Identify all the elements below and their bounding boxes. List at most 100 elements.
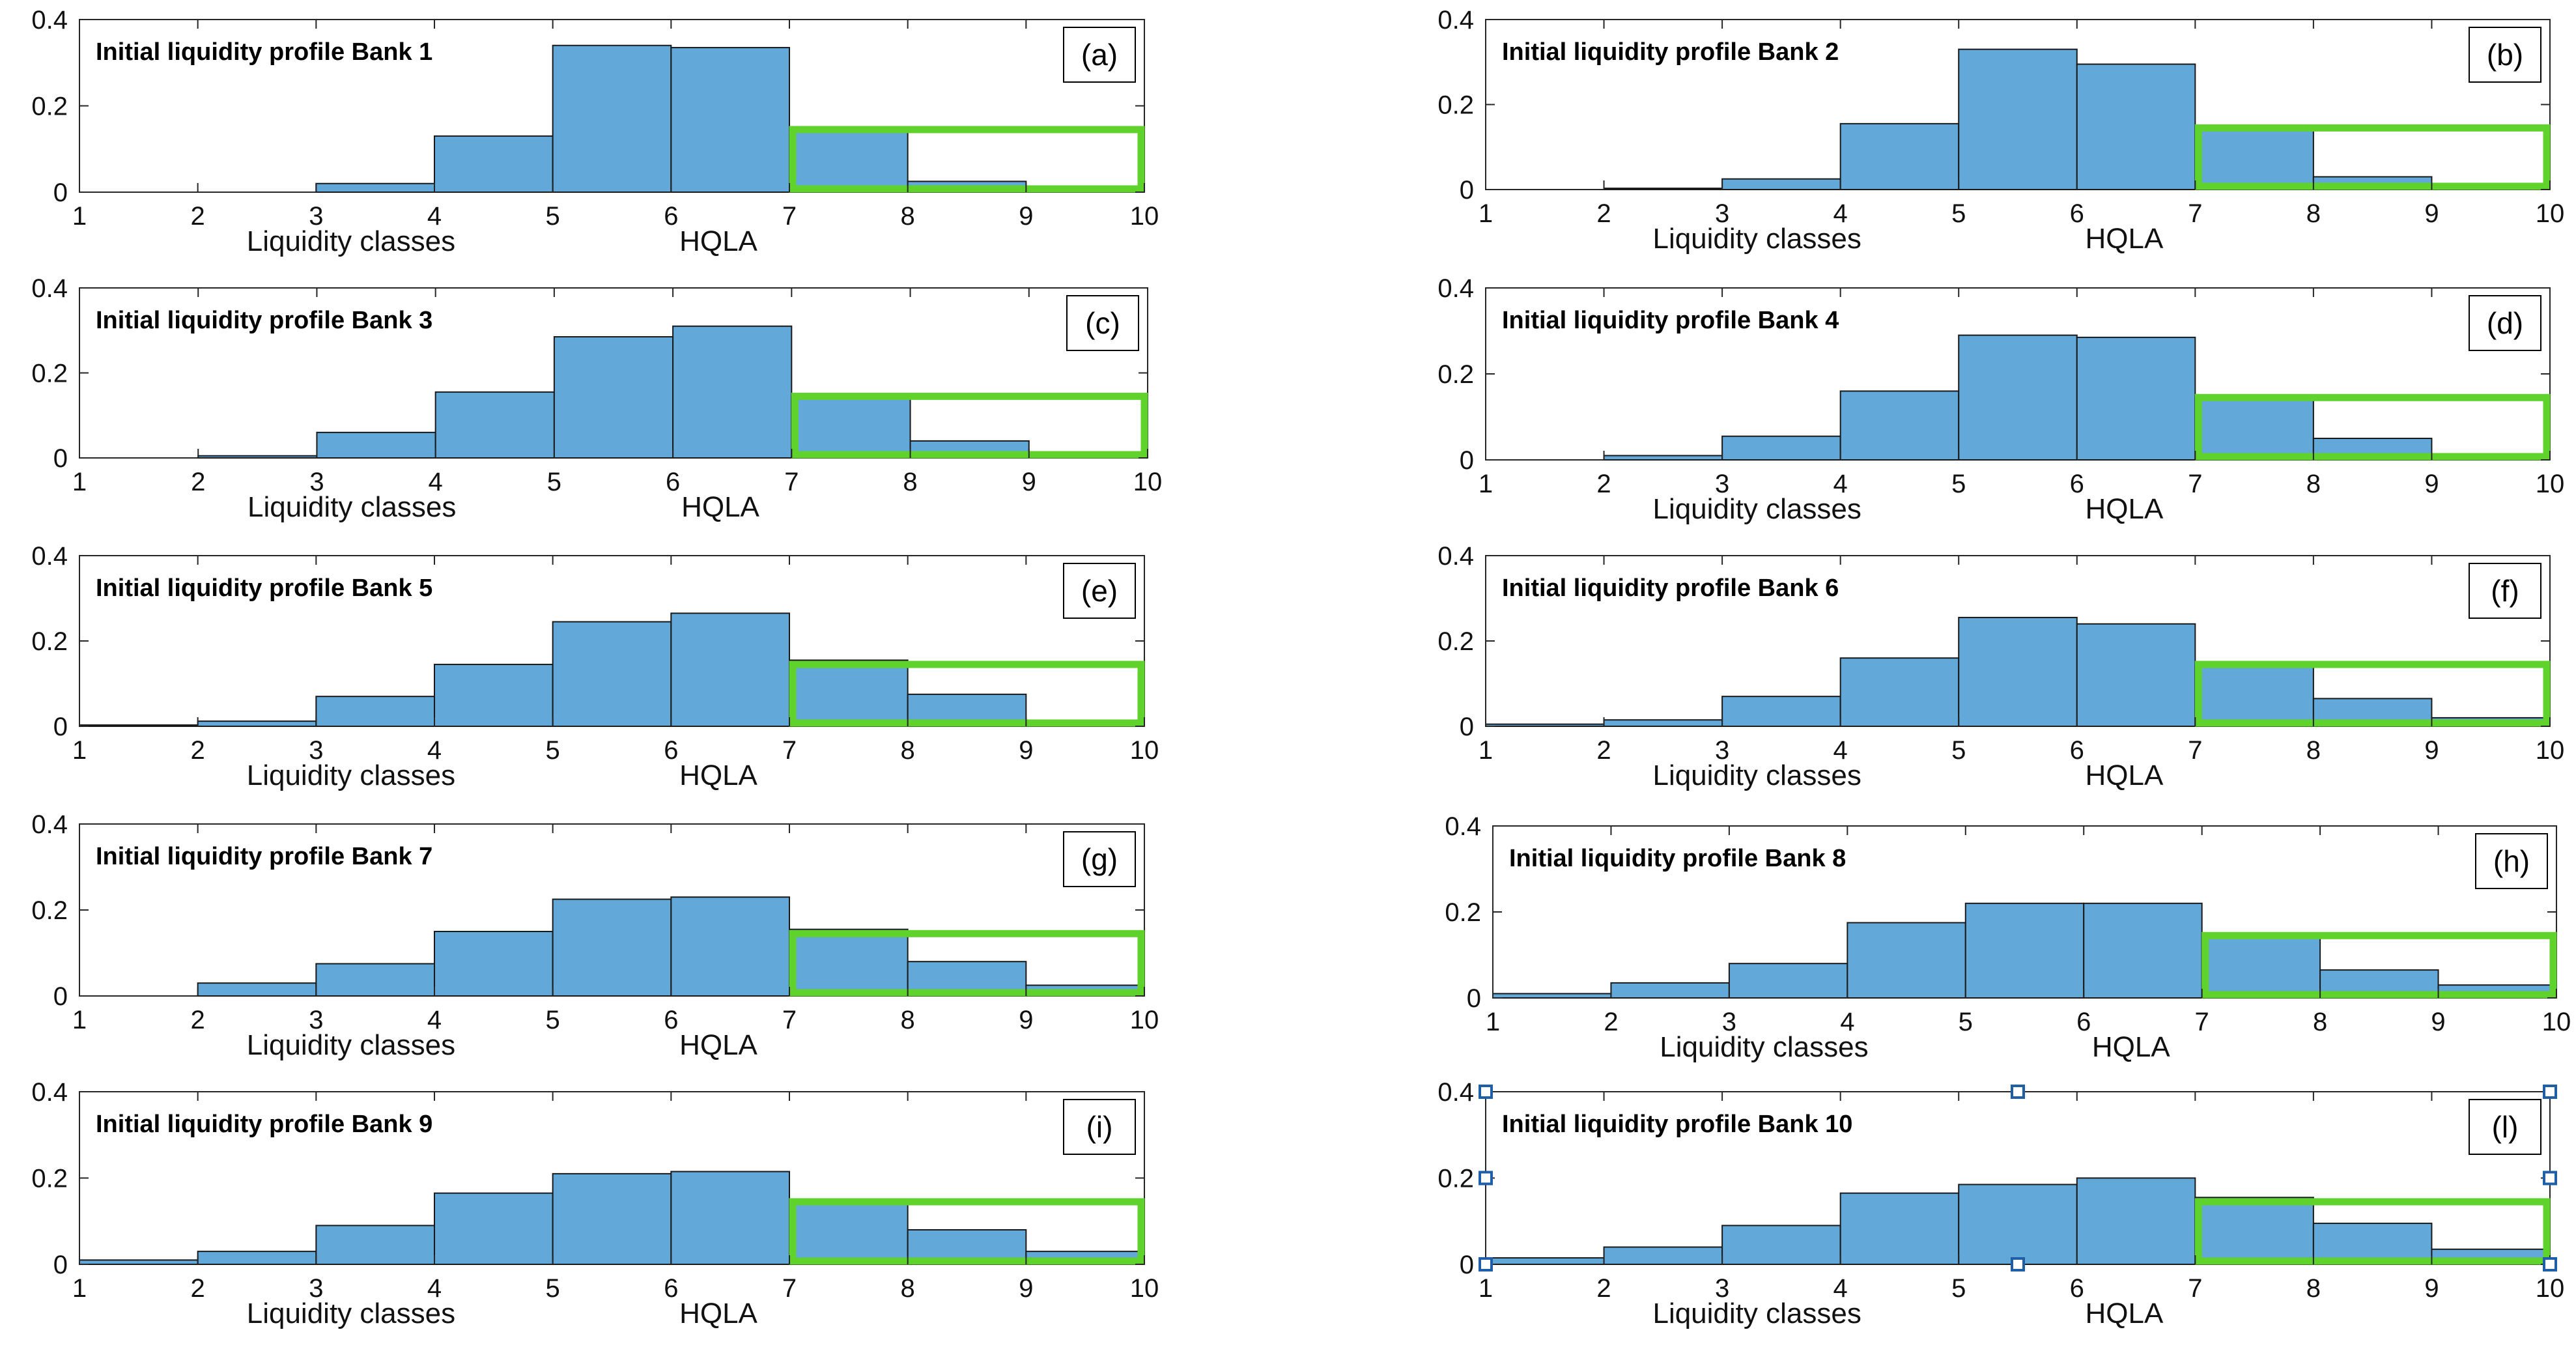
x-tick-label: 2 [1596, 470, 1611, 498]
hqla-axis-label: HQLA [681, 491, 759, 523]
x-axis-label: Liquidity classes [247, 1298, 455, 1329]
x-tick-label: 8 [2306, 470, 2321, 498]
histogram-bar [79, 1259, 199, 1265]
hqla-axis-label: HQLA [679, 760, 757, 791]
x-tick-label: 6 [2076, 1008, 2091, 1036]
histogram-bar [315, 696, 436, 728]
x-tick-label: 9 [1019, 202, 1033, 231]
x-tick-label: 9 [2424, 1274, 2439, 1303]
x-tick-label: 7 [784, 468, 799, 496]
x-axis-label: Liquidity classes [247, 760, 455, 791]
x-tick-label: 7 [2195, 1008, 2209, 1036]
hqla-highlight-box [791, 392, 1148, 459]
panel-title: Initial liquidity profile Bank 6 [1502, 575, 1839, 602]
y-tick-label: 0 [53, 982, 68, 1011]
panel-title: Initial liquidity profile Bank 8 [1509, 845, 1846, 872]
x-tick-label: 10 [1130, 736, 1159, 765]
histogram-bar [2194, 664, 2314, 728]
x-tick-label: 8 [901, 736, 915, 765]
y-tick-label: 0.2 [1445, 898, 1481, 927]
x-tick-label: 3 [1715, 470, 1729, 498]
x-tick-label: 2 [1596, 736, 1611, 765]
histogram-bar [197, 1251, 317, 1265]
histogram-bar [552, 621, 672, 728]
y-tick-label: 0 [1460, 176, 1474, 205]
x-tick-label: 4 [1833, 199, 1848, 228]
histogram-bar [789, 128, 909, 193]
histogram-bar [434, 391, 555, 459]
x-tick-label: 6 [664, 1006, 678, 1034]
selection-handle [2011, 1257, 2025, 1272]
x-tick-label: 6 [2070, 736, 2084, 765]
x-tick-label: 6 [2070, 1274, 2084, 1303]
histogram-bar [1839, 390, 1960, 461]
panel-label: (g) [1081, 842, 1118, 876]
histogram-bar [1958, 1184, 2078, 1265]
histogram-bar [315, 182, 436, 193]
x-tick-label: 4 [427, 202, 442, 231]
histogram-bar [1721, 178, 1841, 190]
y-tick-label: 0 [53, 444, 68, 473]
x-tick-label: 5 [1951, 199, 1966, 228]
histogram-bar [197, 455, 318, 459]
panel-label-box [1063, 27, 1136, 83]
histogram-bar [672, 325, 793, 459]
x-tick-label: 10 [2542, 1008, 2571, 1036]
histogram-bar [2194, 1197, 2314, 1265]
panel-title: Initial liquidity profile Bank 4 [1502, 307, 1839, 334]
x-tick-label: 7 [2188, 199, 2202, 228]
y-tick-label: 0.2 [31, 360, 68, 388]
x-tick-label: 9 [1022, 468, 1036, 496]
histogram-bar [197, 982, 317, 997]
y-tick-label: 0.4 [31, 1078, 68, 1107]
x-tick-label: 3 [309, 1274, 323, 1303]
panel-label-box [2469, 1099, 2541, 1155]
histogram-bar [315, 963, 436, 997]
x-tick-label: 10 [1133, 468, 1163, 496]
histogram-bar [2083, 902, 2203, 999]
x-tick-label: 5 [1951, 736, 1966, 765]
hqla-axis-label: HQLA [2085, 1298, 2163, 1329]
histogram-bar [1839, 1192, 1960, 1265]
histogram-bar [1610, 982, 1730, 999]
histogram-bar [670, 47, 791, 193]
x-tick-label: 7 [782, 1274, 797, 1303]
x-tick-label: 2 [191, 1274, 205, 1303]
histogram-bar [1847, 922, 1966, 999]
x-tick-label: 6 [666, 468, 680, 496]
histogram-bar [789, 928, 909, 997]
hqla-highlight-box [2194, 393, 2551, 461]
histogram-bar [1492, 993, 1612, 999]
panel-7: 1 2 3 4 5 6 7 8 9 10 0 0.2 0.4 Initial liquidity prof… [31, 810, 1159, 1061]
x-tick-label: 3 [1715, 736, 1729, 765]
x-tick-label: 3 [309, 468, 324, 496]
y-tick-label: 0.4 [1437, 1078, 1474, 1107]
hqla-highlight-box [2194, 1198, 2551, 1265]
histogram-bar [1721, 696, 1841, 728]
y-tick-label: 0.2 [31, 1165, 68, 1193]
panel-8: 1 2 3 4 5 6 7 8 9 10 0 0.2 0.4 Initial liquidity prof… [1445, 812, 2571, 1063]
histogram-bar [2194, 397, 2314, 461]
selection-handle [1479, 1257, 1493, 1272]
histogram-bar [316, 431, 436, 459]
x-tick-label: 4 [427, 1274, 442, 1303]
x-tick-label: 3 [309, 736, 323, 765]
histogram-bar [434, 931, 554, 997]
panel-title: Initial liquidity profile Bank 5 [96, 575, 432, 602]
x-tick-label: 10 [1130, 1274, 1159, 1303]
histogram-bar [1958, 616, 2078, 727]
histogram-bar [670, 896, 791, 997]
x-tick-label: 1 [1479, 470, 1493, 498]
panel-label: (e) [1081, 574, 1118, 608]
x-tick-label: 9 [2424, 470, 2439, 498]
y-tick-label: 0.4 [31, 542, 68, 571]
x-tick-label: 7 [782, 736, 797, 765]
y-tick-label: 0 [1460, 1251, 1474, 1279]
x-tick-label: 2 [191, 202, 205, 231]
histogram-bar [434, 664, 554, 728]
x-tick-label: 8 [2306, 199, 2321, 228]
x-tick-label: 5 [547, 468, 561, 496]
panel-label: (f) [2491, 574, 2519, 608]
x-tick-label: 10 [1130, 1006, 1159, 1034]
y-tick-label: 0.4 [31, 6, 68, 35]
